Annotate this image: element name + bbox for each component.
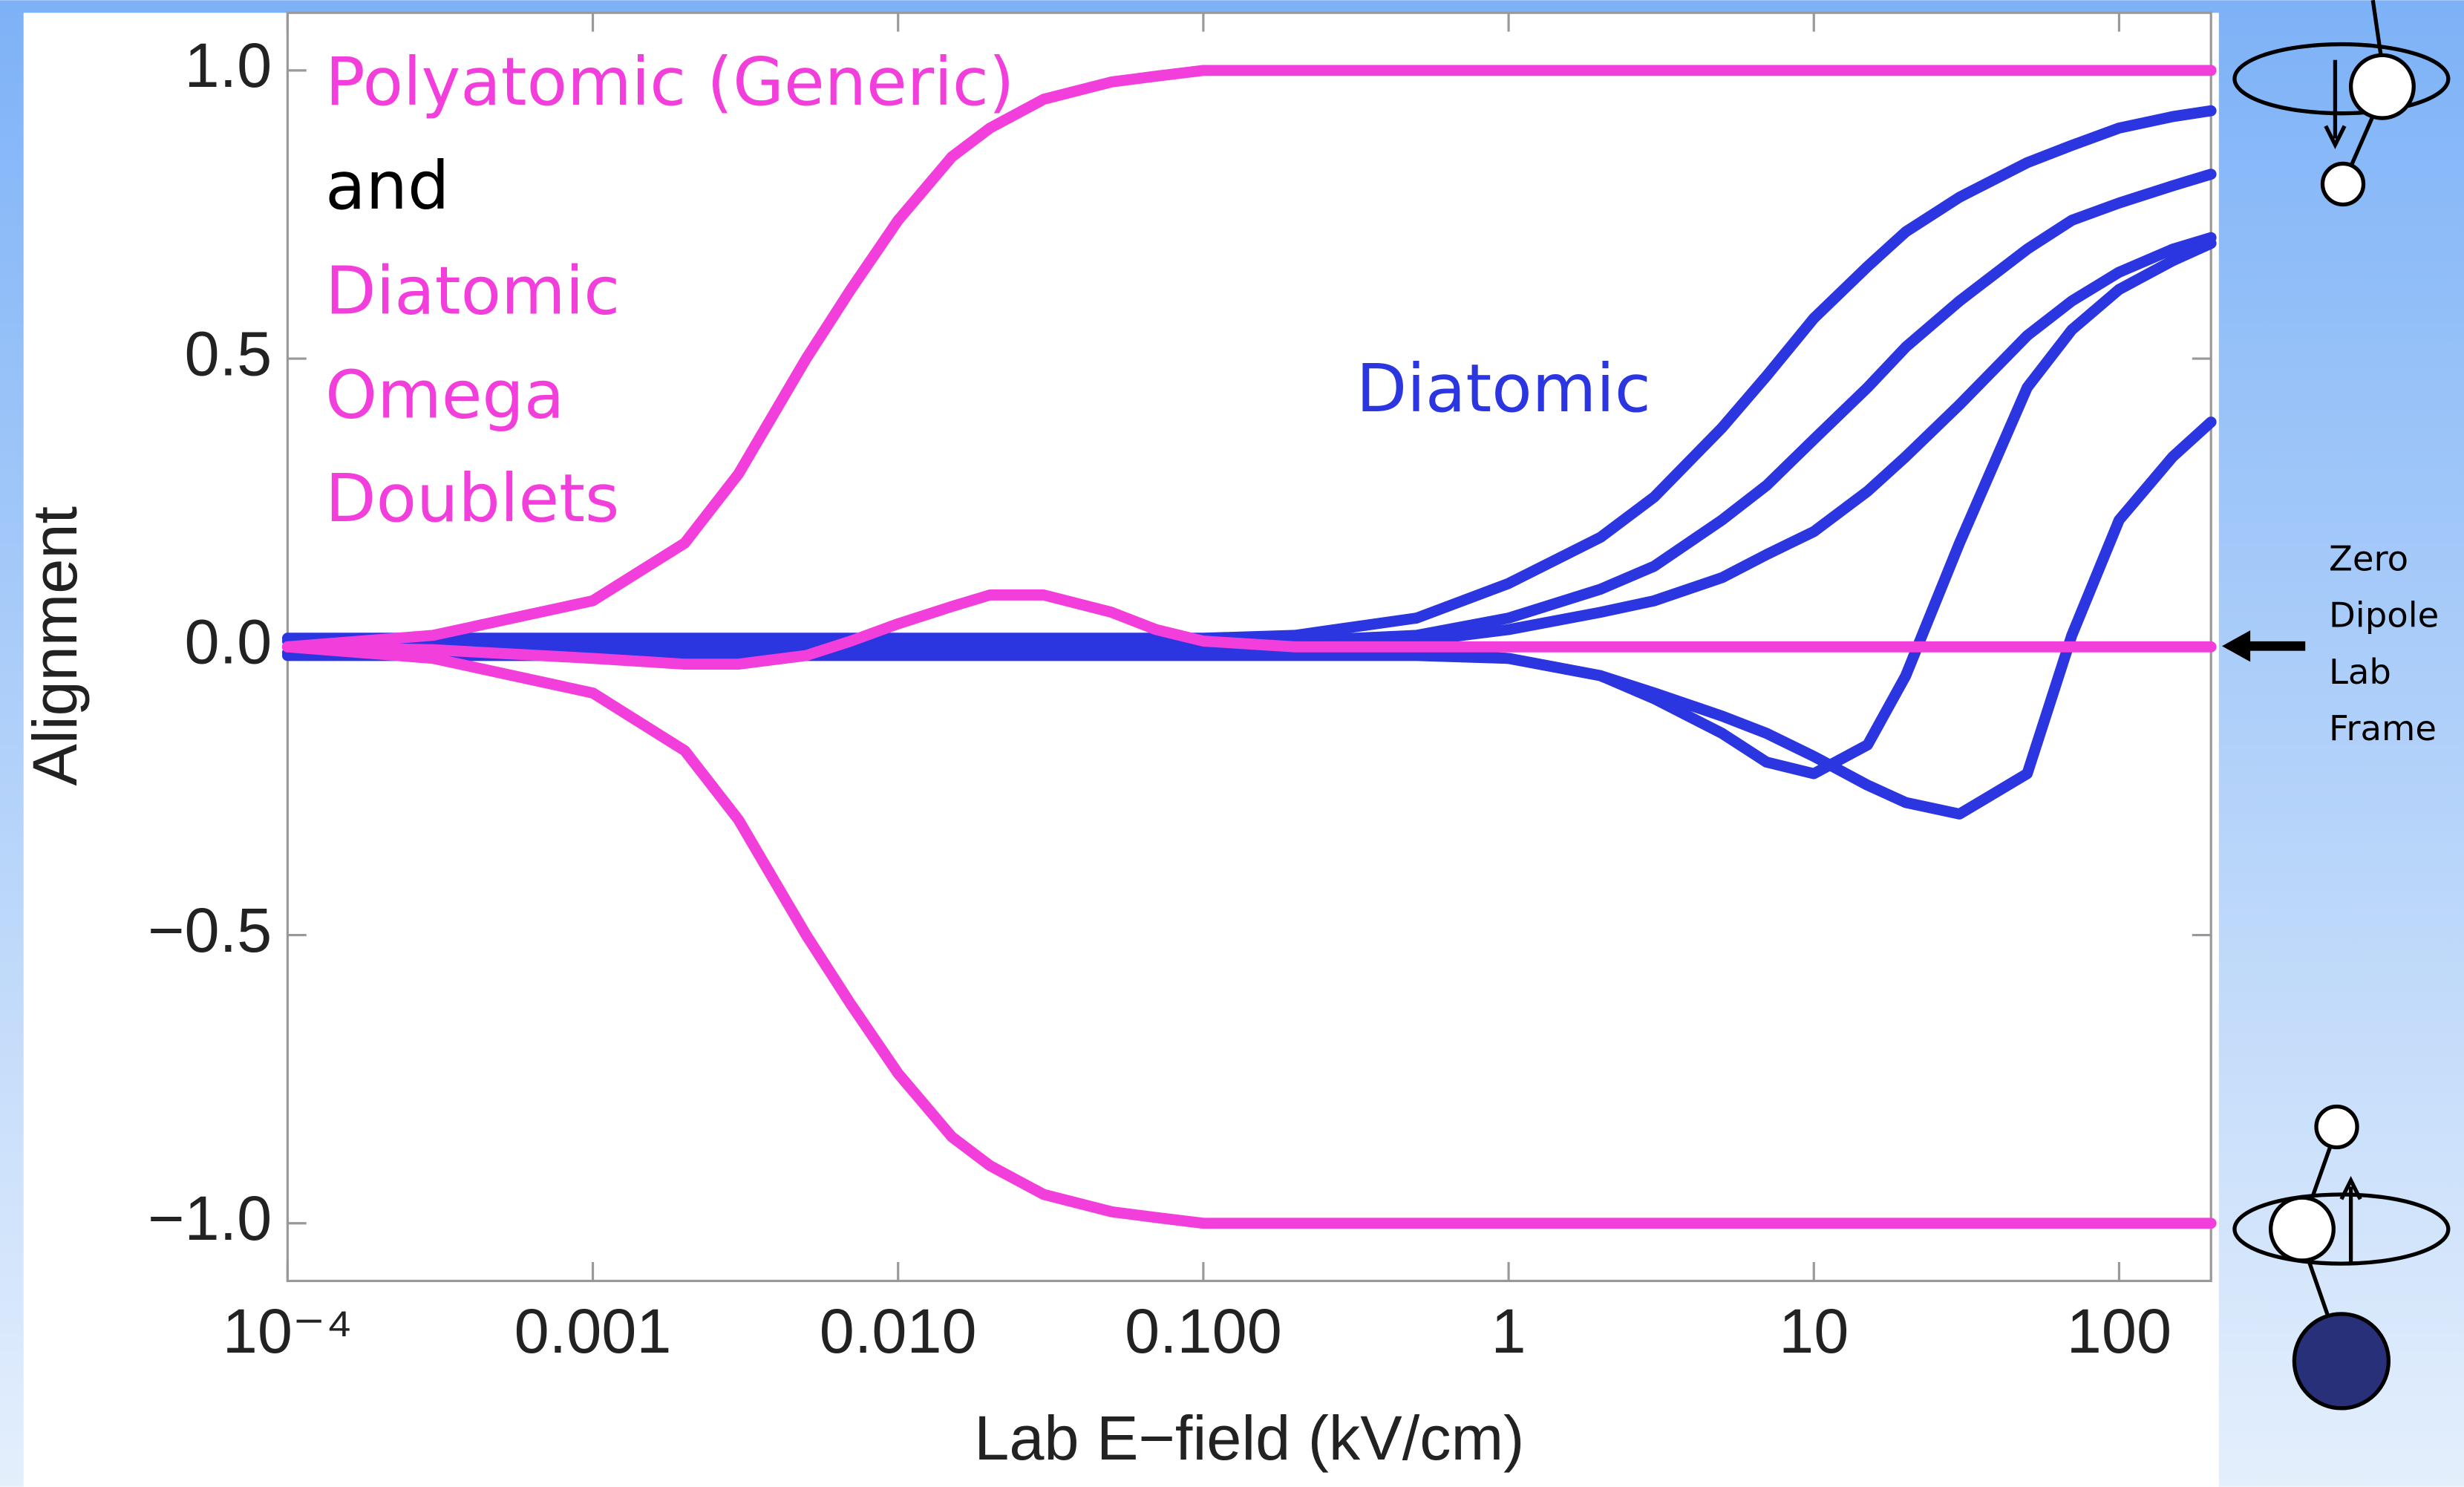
series-line [281, 169, 2217, 647]
x-tick-label: 10⁻⁴ [223, 1295, 353, 1366]
x-tick-label: 10 [1779, 1295, 1849, 1366]
annotation: Zero [2329, 538, 2408, 578]
molecule-icon-bottom [2232, 1104, 2451, 1411]
x-tick-label: 100 [2067, 1295, 2171, 1366]
annotation: Diatomic [1356, 350, 1651, 427]
x-tick-label: 1 [1491, 1295, 1526, 1366]
slide-panel [23, 13, 2219, 1487]
x-tick-label: 0.001 [514, 1295, 672, 1366]
x-axis-label: Lab E−field (kV/cm) [974, 1402, 1524, 1473]
y-tick-label: 0.0 [185, 607, 272, 677]
series-line [281, 65, 2217, 653]
y-tick-label: −1.0 [148, 1183, 272, 1253]
annotation: Dipole [2329, 595, 2439, 635]
molecule-icon-top [2232, 0, 2451, 207]
x-tick-label: 0.010 [820, 1295, 977, 1366]
annotation: Diatomic [325, 252, 620, 330]
annotation: Polyatomic (Generic) [325, 43, 1014, 120]
annotation: and [325, 147, 449, 224]
series-line [281, 589, 2217, 670]
y-tick-label: 0.5 [185, 318, 272, 388]
y-tick-label: 1.0 [185, 30, 272, 100]
y-tick-label: −0.5 [148, 895, 272, 965]
annotation: Doublets [325, 460, 619, 537]
annotation: Frame [2329, 708, 2437, 748]
y-axis-label: Alignment [19, 506, 90, 785]
series-line [281, 641, 2217, 1229]
annotation: Omega [325, 356, 564, 433]
annotation: Lab [2329, 652, 2391, 692]
zero-dipole-arrow [2222, 630, 2306, 662]
x-tick-label: 0.100 [1125, 1295, 1282, 1366]
